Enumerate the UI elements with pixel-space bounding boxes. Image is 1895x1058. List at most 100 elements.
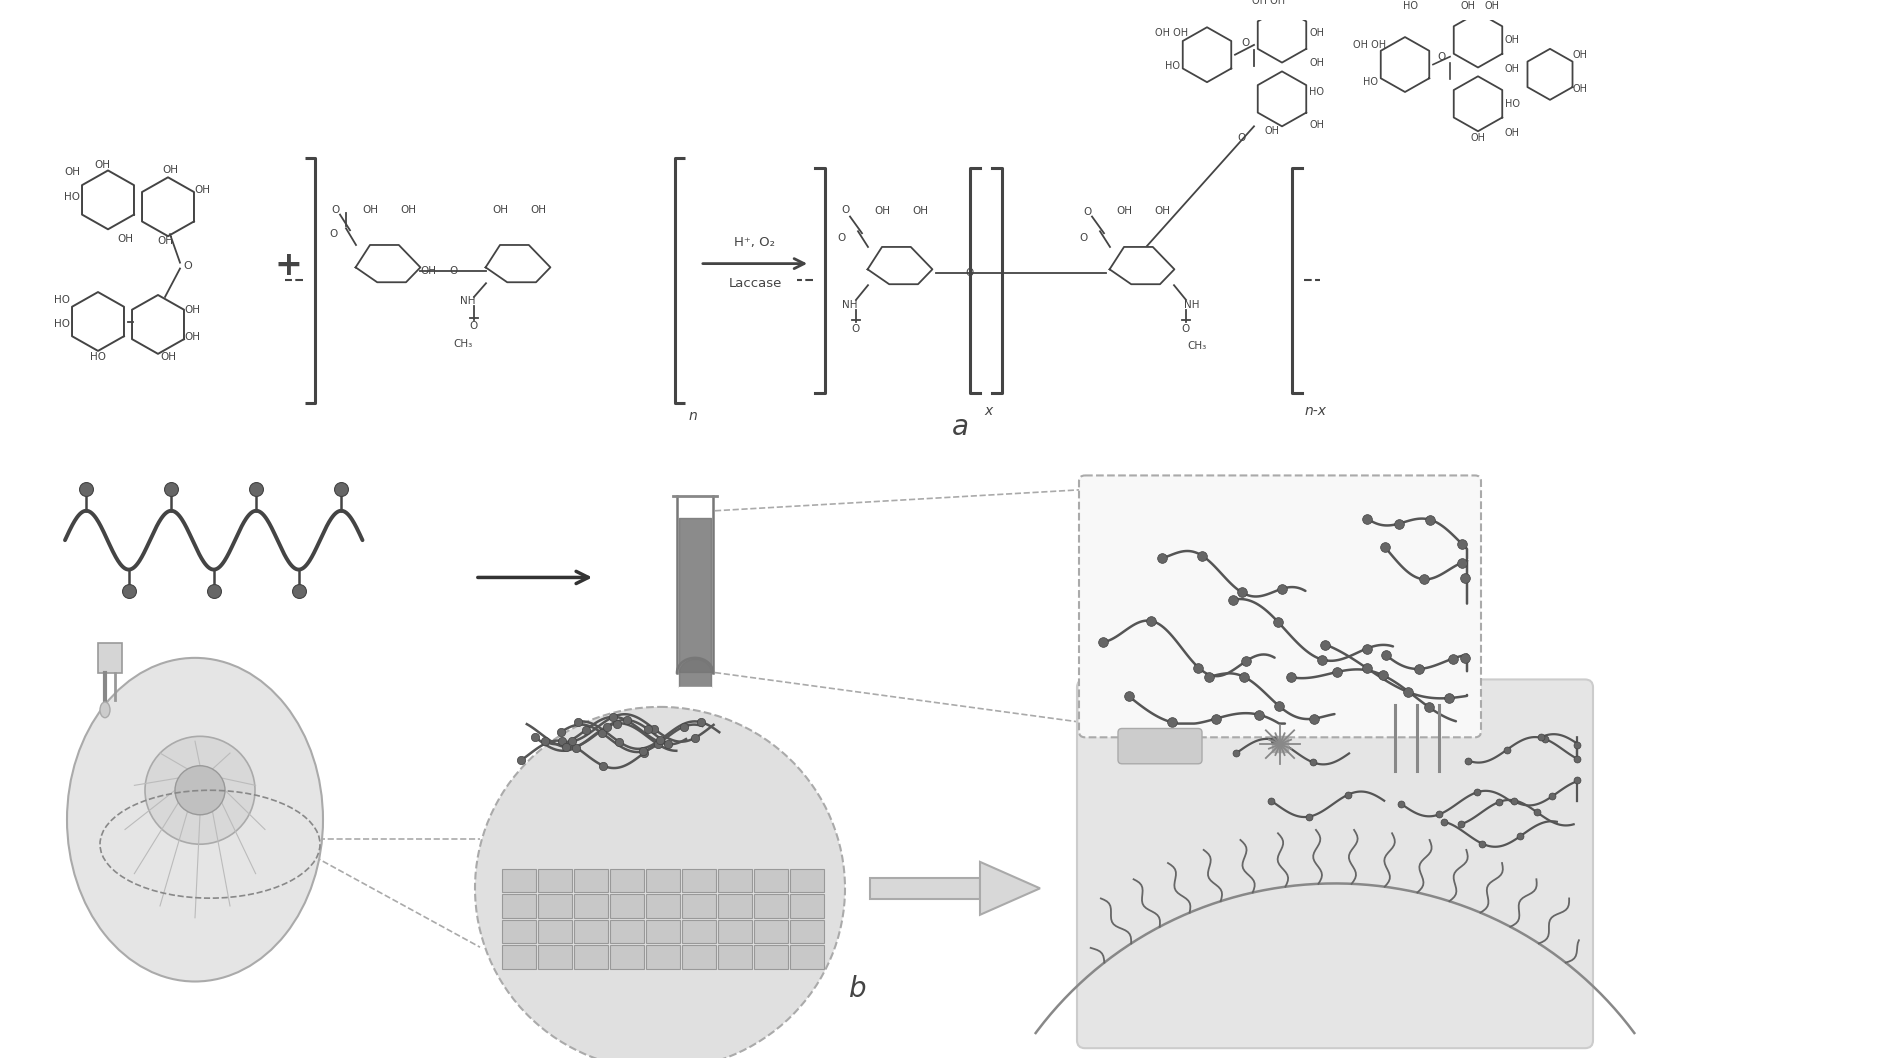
Text: O: O — [853, 325, 860, 334]
Text: HO: HO — [64, 191, 80, 202]
Bar — [610, 869, 644, 892]
Bar — [682, 869, 716, 892]
Text: NH: NH — [841, 299, 858, 310]
Text: HO: HO — [1309, 87, 1325, 97]
Polygon shape — [1182, 28, 1232, 83]
Text: OH: OH — [1484, 1, 1499, 11]
Text: OH: OH — [161, 165, 178, 176]
Bar — [574, 894, 608, 917]
Bar — [718, 894, 752, 917]
Polygon shape — [356, 245, 421, 282]
Polygon shape — [81, 170, 135, 230]
Bar — [99, 643, 121, 673]
Text: O: O — [966, 269, 974, 278]
Text: NH: NH — [460, 296, 476, 306]
Text: HO: HO — [1165, 61, 1179, 72]
Text: OH: OH — [1461, 1, 1476, 11]
Bar — [646, 919, 680, 944]
Text: OH: OH — [193, 185, 210, 195]
Text: H⁺, O₂: H⁺, O₂ — [735, 236, 775, 249]
Text: x: x — [984, 404, 993, 418]
FancyBboxPatch shape — [1076, 679, 1594, 1048]
Bar — [574, 919, 608, 944]
Bar — [574, 869, 608, 892]
FancyBboxPatch shape — [1118, 729, 1201, 764]
Text: HO: HO — [1505, 98, 1520, 109]
Circle shape — [146, 736, 256, 844]
Bar — [790, 894, 824, 917]
Text: n-x: n-x — [1306, 404, 1326, 418]
FancyBboxPatch shape — [1078, 475, 1482, 737]
Text: CH₃: CH₃ — [1188, 341, 1207, 351]
Text: OH: OH — [400, 204, 417, 215]
Text: O: O — [1080, 233, 1088, 243]
Bar — [574, 945, 608, 969]
Text: OH: OH — [1309, 29, 1325, 38]
Text: O: O — [838, 233, 847, 243]
Text: OH OH: OH OH — [1156, 29, 1188, 38]
Text: OH: OH — [1116, 205, 1131, 216]
Bar — [502, 869, 536, 892]
Bar — [502, 945, 536, 969]
Text: OH: OH — [1505, 128, 1520, 139]
Text: O: O — [449, 267, 457, 276]
Ellipse shape — [66, 658, 322, 982]
Text: OH: OH — [95, 160, 110, 169]
Text: HO: HO — [1402, 1, 1417, 11]
Text: OH: OH — [1309, 57, 1325, 68]
Bar — [870, 877, 980, 899]
Text: O: O — [332, 204, 339, 215]
Bar — [538, 869, 572, 892]
Bar — [610, 894, 644, 917]
Bar — [610, 919, 644, 944]
Polygon shape — [1258, 71, 1306, 126]
Text: a: a — [951, 414, 968, 441]
Bar — [646, 945, 680, 969]
Bar — [538, 945, 572, 969]
Polygon shape — [868, 247, 932, 285]
Text: HO: HO — [53, 295, 70, 305]
Text: OH: OH — [64, 167, 80, 178]
Text: OH: OH — [1505, 65, 1520, 74]
Text: HO: HO — [53, 320, 70, 329]
Bar — [754, 945, 788, 969]
Text: O: O — [470, 322, 478, 331]
Polygon shape — [1258, 7, 1306, 62]
Polygon shape — [980, 862, 1040, 915]
Text: OH: OH — [362, 204, 377, 215]
Bar — [718, 919, 752, 944]
Text: OH: OH — [421, 267, 436, 276]
Text: Laccase: Laccase — [728, 277, 781, 290]
Text: OH: OH — [157, 236, 172, 247]
Bar — [682, 945, 716, 969]
Polygon shape — [1453, 76, 1503, 131]
Text: O: O — [1182, 325, 1190, 334]
Ellipse shape — [100, 703, 110, 717]
Bar — [718, 945, 752, 969]
Bar — [682, 919, 716, 944]
Bar — [790, 869, 824, 892]
Text: OH: OH — [117, 234, 133, 244]
Text: OH: OH — [159, 352, 176, 362]
Text: OH: OH — [184, 305, 201, 314]
Bar — [610, 945, 644, 969]
Text: OH: OH — [1154, 205, 1169, 216]
Bar — [790, 945, 824, 969]
Bar — [646, 894, 680, 917]
Text: +: + — [275, 249, 301, 282]
Text: OH: OH — [1573, 84, 1588, 94]
Text: OH: OH — [1505, 35, 1520, 45]
Circle shape — [476, 707, 845, 1058]
Polygon shape — [1381, 37, 1429, 92]
Text: b: b — [849, 975, 866, 1003]
Text: O: O — [330, 230, 337, 239]
Text: O: O — [1241, 38, 1249, 48]
Bar — [754, 919, 788, 944]
Text: OH: OH — [874, 205, 891, 216]
Bar — [502, 894, 536, 917]
Bar — [718, 869, 752, 892]
Bar — [754, 869, 788, 892]
Text: OH: OH — [1309, 121, 1325, 130]
Text: OH: OH — [911, 205, 929, 216]
Bar — [538, 919, 572, 944]
